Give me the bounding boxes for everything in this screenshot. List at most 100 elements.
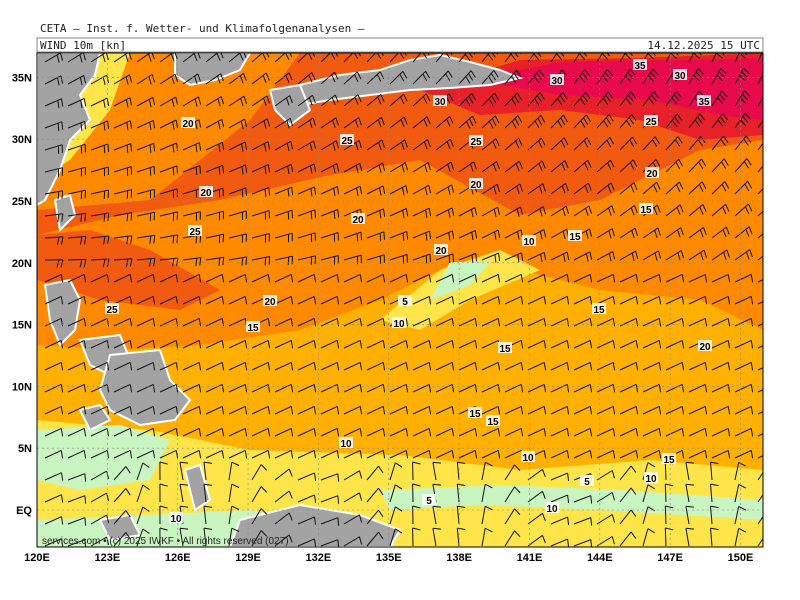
contour-label-bg [469, 135, 483, 146]
wind-barb [573, 91, 591, 107]
lat-label: 5N [18, 443, 32, 455]
wind-barb [228, 210, 247, 221]
wind-barb [711, 249, 730, 261]
wind-barb [389, 528, 403, 547]
wind-barb [203, 527, 212, 547]
contour-label: 15 [469, 409, 481, 420]
wind-barb [67, 405, 87, 415]
wind-barb [710, 505, 719, 525]
wind-barb [481, 405, 501, 415]
wind-barb [366, 317, 386, 327]
wind-barb [113, 97, 133, 108]
wind-barb [136, 165, 155, 176]
wind-barb [573, 405, 593, 415]
contour-label-bg [433, 95, 447, 106]
wind-barb [297, 383, 317, 393]
wind-barb [481, 527, 493, 547]
wind-barb [711, 317, 731, 327]
wind-barb [182, 273, 202, 283]
wind-barb [297, 538, 317, 547]
wind-barb [228, 449, 248, 459]
wind-barb [642, 383, 662, 393]
wind-barb [159, 361, 179, 371]
wind-barb [274, 405, 294, 415]
wind-barb [619, 68, 636, 85]
wind-barb [435, 383, 455, 393]
wind-barb [504, 69, 522, 85]
contour-label: 10 [523, 237, 535, 248]
wind-barb [504, 115, 523, 129]
wind-barb [642, 181, 661, 195]
wind-barb [757, 433, 763, 437]
wind-barb [90, 235, 110, 245]
contour-label-bg [422, 494, 436, 505]
wind-barb [619, 487, 637, 503]
contour-label: 35 [634, 61, 646, 72]
wind-barb [619, 465, 637, 481]
wind-barb [205, 256, 225, 266]
wind-barb [412, 405, 432, 415]
wind-barb [343, 273, 363, 283]
wind-barb [297, 255, 316, 265]
wind-barb [297, 232, 316, 243]
wind-barb [297, 516, 317, 525]
wind-barb [642, 91, 659, 107]
wind-barb [44, 383, 64, 393]
wind-barb [136, 273, 156, 283]
wind-barb [710, 461, 719, 481]
wind-barb [297, 72, 316, 85]
wind-barb [159, 461, 168, 481]
wind-barb [90, 74, 110, 86]
wind-barb [596, 68, 613, 85]
wind-barb [642, 484, 655, 503]
wind-barb [435, 53, 453, 63]
wind-barb [527, 405, 547, 415]
wind-barb [527, 206, 546, 217]
wind-barb [203, 483, 212, 503]
wind-barb [44, 236, 64, 245]
wind-barb [136, 462, 150, 481]
wind-barb [251, 339, 271, 349]
wind-barb [205, 273, 225, 283]
wind-barb [573, 53, 589, 63]
wind-barb [596, 205, 615, 217]
wind-barb [44, 190, 64, 200]
wind-barb [389, 185, 409, 196]
wind-barb [734, 226, 753, 239]
wind-barb [573, 495, 593, 504]
wind-barb [67, 295, 87, 305]
wind-barb [711, 90, 728, 107]
wind-barb [67, 449, 87, 459]
wind-barb [688, 273, 708, 283]
wind-barb [665, 339, 685, 349]
wind-barb [113, 449, 133, 459]
wind-barb [389, 427, 409, 437]
wind-barb [136, 361, 156, 371]
wind-barb [619, 227, 638, 239]
wind-barb [573, 114, 591, 129]
wind-barb [205, 118, 225, 130]
graticule [37, 53, 763, 547]
wind-barb [642, 528, 655, 547]
wind-barb [389, 162, 409, 173]
wind-field [37, 425, 170, 490]
wind-barb [67, 517, 87, 526]
wind-barb [757, 188, 763, 195]
wind-barb [757, 210, 763, 217]
wind-barb [757, 301, 763, 305]
wind-barb [504, 508, 521, 525]
wind-barb [734, 53, 748, 63]
wind-barb [136, 119, 156, 131]
wind-barb [274, 53, 293, 63]
wind-barb [734, 405, 754, 415]
wind-barb [573, 205, 592, 217]
wind-barb [734, 483, 747, 503]
wind-barb [113, 120, 133, 131]
wind-barb [734, 527, 747, 547]
wind-barb [113, 466, 131, 481]
wind-barb [44, 538, 64, 547]
wind-barb [251, 210, 270, 220]
wind-barb [113, 235, 133, 245]
wind-barb [458, 93, 477, 107]
wind-barb [389, 71, 408, 85]
